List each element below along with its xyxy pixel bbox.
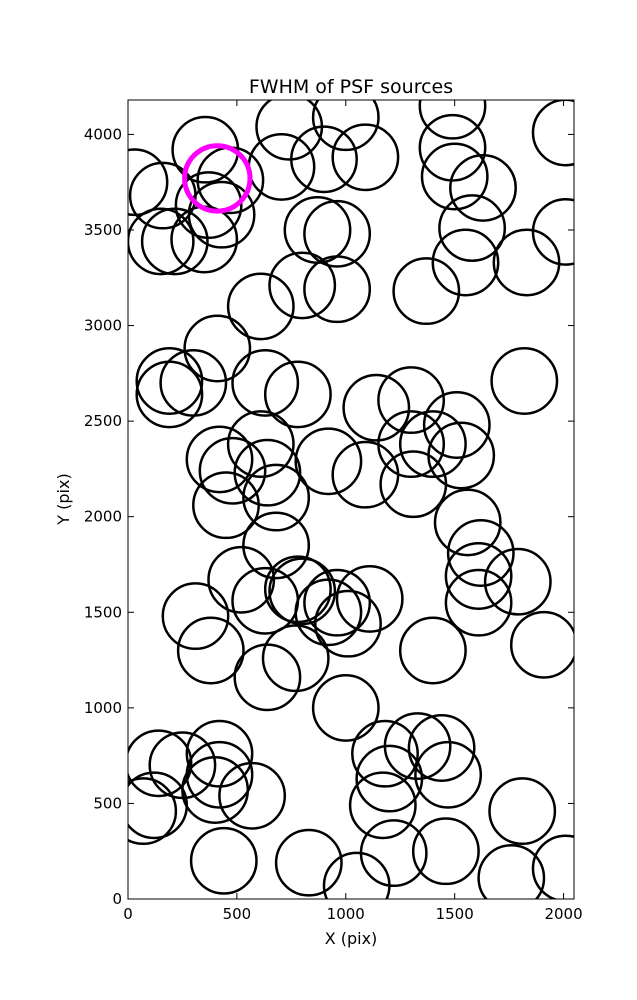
source-marker <box>140 207 209 276</box>
source-marker <box>274 828 343 897</box>
source-marker <box>351 719 419 788</box>
source-marker <box>438 194 507 263</box>
source-marker <box>128 777 178 846</box>
x-tick-label: 1500 <box>436 905 474 923</box>
source-marker <box>348 771 417 840</box>
source-marker <box>198 436 267 505</box>
marker-layer <box>128 100 574 899</box>
source-marker <box>314 589 382 658</box>
chart-title: FWHM of PSF sources <box>249 76 453 98</box>
x-tick-label: 1000 <box>327 905 365 923</box>
x-axis-ticks: 0 500 1000 1500 2000 <box>123 100 583 923</box>
source-marker <box>303 199 372 268</box>
source-marker <box>183 314 252 383</box>
source-marker <box>176 616 245 685</box>
source-marker <box>192 471 260 540</box>
source-marker <box>531 197 574 266</box>
source-marker <box>433 488 502 557</box>
source-marker <box>488 777 557 846</box>
source-marker <box>477 844 546 899</box>
source-marker <box>128 771 189 840</box>
source-marker <box>174 171 243 240</box>
source-marker <box>418 100 487 140</box>
source-marker <box>446 519 515 587</box>
source-marker <box>509 610 574 679</box>
source-marker <box>268 251 337 320</box>
source-marker <box>335 564 404 633</box>
source-marker <box>159 348 228 417</box>
source-marker <box>311 100 380 152</box>
y-tick-label: 1000 <box>84 699 122 717</box>
source-marker <box>128 729 193 798</box>
source-marker <box>331 123 400 192</box>
source-marker <box>226 272 295 341</box>
source-marker <box>414 740 483 809</box>
source-marker <box>398 410 467 479</box>
source-marker <box>268 557 337 626</box>
source-marker <box>342 373 411 442</box>
source-marker <box>422 391 491 459</box>
source-marker <box>207 545 276 614</box>
source-marker <box>135 347 204 415</box>
x-tick-label: 0 <box>123 905 133 923</box>
source-marker <box>290 125 358 194</box>
source-marker <box>444 542 513 610</box>
source-marker <box>242 511 311 580</box>
source-marker <box>231 348 300 417</box>
source-marker <box>377 410 446 479</box>
source-marker <box>261 624 330 693</box>
source-marker <box>531 100 574 167</box>
source-marker <box>311 673 380 742</box>
source-marker <box>531 834 574 899</box>
x-axis-label: X (pix) <box>325 929 378 948</box>
source-marker <box>189 826 258 895</box>
y-tick-label: 2000 <box>84 508 122 526</box>
source-marker <box>483 547 552 616</box>
x-tick-label: 2000 <box>544 905 582 923</box>
source-marker <box>226 410 295 479</box>
y-tick-label: 2500 <box>84 412 122 430</box>
source-marker <box>187 180 256 249</box>
source-marker <box>418 113 487 182</box>
source-marker <box>242 463 311 532</box>
source-marker <box>185 425 254 494</box>
source-marker <box>383 712 452 781</box>
source-marker <box>398 616 467 685</box>
source-marker <box>128 148 169 217</box>
source-marker <box>392 257 461 326</box>
y-tick-label: 3500 <box>84 221 122 239</box>
source-marker <box>303 255 372 324</box>
y-axis-label: Y (pix) <box>54 473 73 525</box>
source-marker <box>294 578 363 647</box>
source-marker <box>411 817 480 886</box>
source-marker <box>294 427 363 496</box>
y-tick-label: 1500 <box>84 603 122 621</box>
y-tick-label: 3000 <box>84 317 122 335</box>
source-marker <box>303 568 372 637</box>
x-tick-label: 500 <box>223 905 252 923</box>
source-marker <box>128 207 195 276</box>
highlighted-source-marker <box>182 143 253 214</box>
y-tick-label: 4000 <box>84 125 122 143</box>
source-marker <box>444 568 513 637</box>
y-axis-ticks: 0 500 1000 1500 2000 2500 3000 3500 4000 <box>84 125 574 908</box>
source-marker <box>420 142 489 211</box>
source-marker <box>218 761 287 830</box>
source-marker <box>233 643 302 712</box>
source-marker <box>407 714 476 782</box>
y-tick-label: 0 <box>112 890 122 908</box>
source-marker <box>263 360 332 429</box>
source-marker <box>161 582 230 651</box>
source-marker <box>449 153 517 222</box>
source-marker <box>359 819 428 888</box>
source-marker <box>431 228 500 297</box>
y-tick-label: 500 <box>93 794 122 812</box>
source-marker <box>377 366 446 435</box>
plot-frame <box>127 99 575 900</box>
source-marker <box>492 228 561 297</box>
source-marker <box>379 450 448 519</box>
source-marker <box>490 347 559 415</box>
